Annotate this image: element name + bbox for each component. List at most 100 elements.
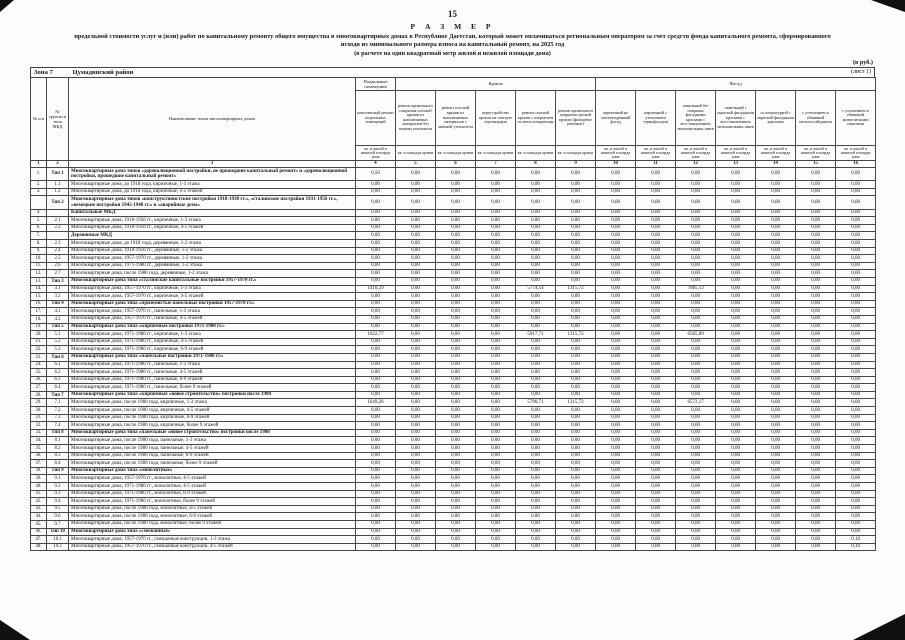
value-cell: 0,00	[595, 398, 637, 408]
value-cell: 0,00	[515, 216, 556, 225]
value-cell: 0,00	[554, 195, 597, 210]
value-cell: 0,00	[755, 299, 797, 309]
value-cell: 0,00	[515, 512, 556, 521]
unit-cell: кв. м площади кровли	[515, 144, 556, 162]
row-number-cell: 33.	[30, 428, 47, 438]
value-cell: 0,00	[835, 413, 877, 423]
value-cell: 0,00	[355, 520, 396, 529]
value-cell: 0,00	[435, 330, 476, 339]
value-cell: 0,00	[554, 208, 597, 218]
building-type-name-cell: Многоквартирные дома типа «смешанные»	[68, 527, 356, 537]
value-cell: 0,00	[595, 520, 637, 529]
value-cell: 0,00	[435, 269, 476, 278]
value-cell: 0,00	[395, 322, 436, 332]
value-cell: 0,00	[715, 299, 757, 309]
building-type-name-cell: Многоквартирные дома типа «приземистые п…	[68, 299, 356, 309]
row-number-cell: 8.	[30, 239, 47, 248]
value-cell: 0,00	[715, 254, 757, 263]
value-cell: 0,00	[395, 299, 436, 309]
value-cell: 0,00	[675, 246, 717, 256]
value-cell: 0,00	[715, 421, 757, 430]
value-cell: 0,00	[395, 208, 436, 218]
value-cell: 0,00	[715, 314, 757, 324]
value-cell: 0,00	[395, 307, 436, 316]
row-group-cell: 4.1	[46, 307, 69, 316]
value-cell: 0,00	[675, 292, 717, 301]
value-cell: 0,00	[755, 527, 797, 537]
column-header-cell: с утеплением и обшивкой металлосайдингом	[795, 89, 837, 146]
value-cell: 0,00	[595, 261, 637, 271]
value-cell: 0,00	[755, 314, 797, 324]
value-cell: 0,00	[755, 254, 797, 263]
table-row: 35. 8.2 Многоквартирные дома, после 1980 г…	[30, 444, 877, 453]
value-cell: 0,00	[395, 292, 436, 301]
value-cell: 0,00	[435, 436, 476, 446]
value-cell: 0,00	[515, 474, 556, 483]
building-type-name-cell: Многоквартирные дома, после 1980 года, п…	[68, 436, 356, 446]
value-cell: 0,00	[795, 330, 837, 339]
column-header-cell: ремонт скатной крыши с покрытием из мета…	[515, 89, 556, 146]
value-cell: 0,00	[435, 466, 476, 476]
value-cell: 0,00	[435, 421, 476, 430]
value-cell: 0,00	[595, 254, 637, 263]
value-cell: 0,00	[475, 413, 516, 423]
col-number-cell: 16	[835, 160, 877, 169]
value-cell: 0,00	[515, 436, 556, 446]
value-cell: 0,00	[515, 261, 556, 271]
value-cell: 0,00	[595, 497, 637, 506]
value-cell: 0,00	[635, 261, 677, 271]
building-type-name-cell: Многоквартирные дома типа «кирпичные «но…	[68, 390, 356, 400]
value-cell: 0,00	[835, 330, 877, 339]
building-type-name-cell: Многоквартирные дома, 1918-1956 гг., кир…	[68, 216, 356, 225]
value-cell: 0,00	[515, 497, 556, 506]
value-cell: 0,00	[435, 504, 476, 514]
document-title: Р А З М Е Р предельной стоимости услуг и…	[73, 22, 833, 58]
value-cell: 0,00	[675, 459, 717, 468]
table-row: 48. 10.2 Многоквартирные дома, 1957-1970 г…	[30, 542, 877, 552]
value-cell: 0,00	[755, 187, 797, 197]
row-group-cell: 7.2	[46, 406, 69, 415]
row-number-cell: 35.	[30, 444, 47, 453]
value-cell: 0,00	[515, 451, 556, 461]
value-cell: 0,00	[515, 307, 556, 316]
value-cell: 0,00	[635, 482, 677, 491]
value-cell: 0,00	[554, 187, 597, 197]
column-header-cell: панельный с окраской фасадными красками …	[715, 89, 757, 146]
building-type-name-cell: Многоквартирные дома типа «монолитные»	[68, 466, 356, 476]
building-type-name-cell: Многоквартирные дома, 1971-1980 гг., пан…	[68, 368, 356, 377]
col-header-group: № группы и типа МКД	[46, 76, 69, 162]
value-cell: 0,00	[675, 269, 717, 278]
value-cell: 0,10	[835, 542, 877, 552]
value-cell: 0,00	[635, 459, 677, 468]
building-type-name-cell: Многоквартирные дома, 1971-1980 гг., кир…	[68, 330, 356, 339]
value-cell: 0,00	[355, 474, 396, 483]
value-cell: 0,00	[755, 406, 797, 415]
row-number-cell: 46.	[30, 527, 47, 537]
value-cell: 0,00	[835, 254, 877, 263]
value-cell: 0,00	[835, 239, 877, 248]
row-group-cell: 1.2	[46, 187, 69, 197]
value-cell: 0,00	[395, 352, 436, 362]
table-row: 18. 4.2 Многоквартирные дома, 1957-1970 гг…	[30, 314, 877, 324]
value-cell: 0,00	[554, 459, 597, 468]
value-cell: 0,00	[635, 216, 677, 225]
value-cell: 0,00	[395, 330, 436, 339]
column-header-cell: ремонт плоской крыши из наплавляемых мат…	[435, 89, 476, 146]
table-row: 38. Тип 9 Многоквартирные дома типа «монол…	[30, 466, 877, 476]
value-cell: 0,00	[635, 466, 677, 476]
value-cell: 0,00	[635, 330, 677, 339]
value-cell: 0,00	[435, 299, 476, 309]
value-cell: 0,00	[675, 512, 717, 521]
unit-cell: кв. м жилой и нежилой площади дома	[755, 144, 797, 162]
value-cell: 0,00	[835, 520, 877, 529]
row-group-cell: 9.1	[46, 474, 69, 483]
table-row: 16. Тип 4 Многоквартирные дома типа «призе…	[30, 299, 877, 309]
value-cell: 0,00	[635, 474, 677, 483]
row-number-cell: 37.	[30, 459, 47, 468]
value-cell: 0,00	[554, 180, 597, 189]
value-cell: 0,00	[835, 269, 877, 278]
value-cell: 0,00	[635, 307, 677, 316]
value-cell: 0,00	[755, 482, 797, 491]
value-cell: 0,00	[715, 360, 757, 370]
value-cell: 0,00	[595, 223, 637, 233]
